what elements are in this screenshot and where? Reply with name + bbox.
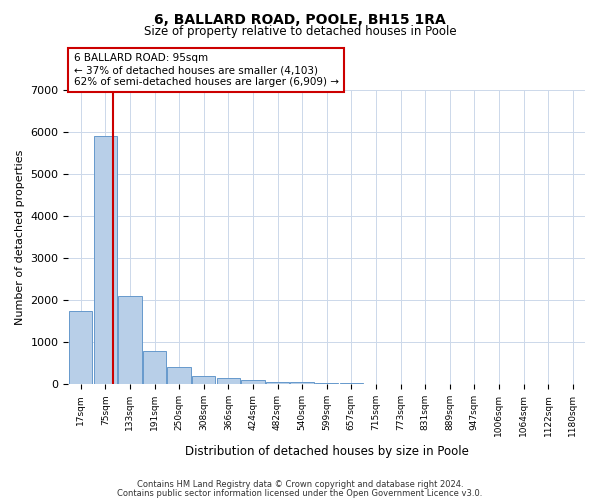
Bar	[315, 382, 338, 384]
Bar	[241, 380, 265, 384]
Y-axis label: Number of detached properties: Number of detached properties	[15, 149, 25, 324]
Text: 6, BALLARD ROAD, POOLE, BH15 1RA: 6, BALLARD ROAD, POOLE, BH15 1RA	[154, 12, 446, 26]
Bar	[217, 378, 240, 384]
Text: 6 BALLARD ROAD: 95sqm
← 37% of detached houses are smaller (4,103)
62% of semi-d: 6 BALLARD ROAD: 95sqm ← 37% of detached …	[74, 54, 338, 86]
Bar	[266, 382, 289, 384]
Bar	[143, 350, 166, 384]
Text: Size of property relative to detached houses in Poole: Size of property relative to detached ho…	[143, 25, 457, 38]
Text: Contains public sector information licensed under the Open Government Licence v3: Contains public sector information licen…	[118, 488, 482, 498]
Bar	[118, 296, 142, 384]
Bar	[94, 136, 117, 384]
Bar	[192, 376, 215, 384]
Bar	[167, 368, 191, 384]
Text: Contains HM Land Registry data © Crown copyright and database right 2024.: Contains HM Land Registry data © Crown c…	[137, 480, 463, 489]
Bar	[290, 382, 314, 384]
Bar	[69, 310, 92, 384]
X-axis label: Distribution of detached houses by size in Poole: Distribution of detached houses by size …	[185, 444, 469, 458]
